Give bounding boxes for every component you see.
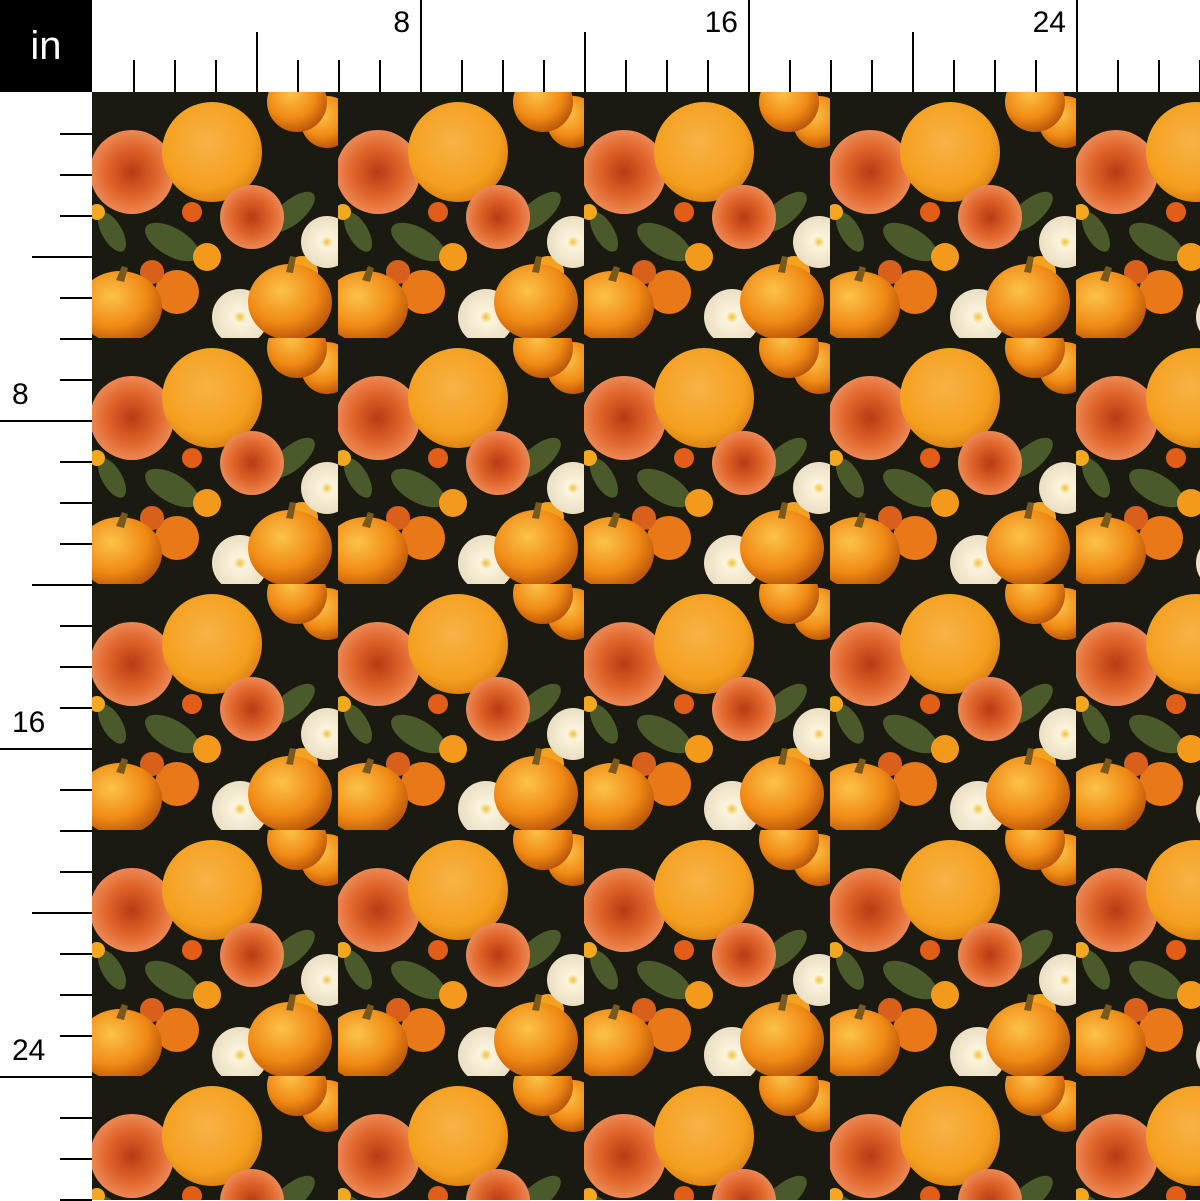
ruler-tick bbox=[994, 60, 996, 92]
ruler-tick bbox=[379, 60, 381, 92]
left-ruler-label: 24 bbox=[12, 1034, 46, 1067]
left-ruler-label: 16 bbox=[12, 706, 46, 739]
ruler-tick bbox=[707, 60, 709, 92]
ruler-tick bbox=[60, 543, 92, 545]
ruler-tick bbox=[502, 60, 504, 92]
ruler-tick bbox=[338, 60, 340, 92]
left-ruler-label: 8 bbox=[12, 378, 29, 411]
ruler-tick bbox=[543, 60, 545, 92]
ruler-tick bbox=[32, 584, 92, 586]
top-ruler-label: 16 bbox=[704, 6, 738, 39]
fabric-pattern bbox=[92, 92, 1200, 1200]
ruler-tick bbox=[60, 830, 92, 832]
ruler-tick bbox=[60, 994, 92, 996]
ruler-tick bbox=[60, 789, 92, 791]
ruler-tick bbox=[60, 379, 92, 381]
ruler-tick bbox=[625, 60, 627, 92]
ruler-tick bbox=[461, 60, 463, 92]
ruler-tick bbox=[215, 60, 217, 92]
ruler-tick bbox=[953, 60, 955, 92]
ruler-tick bbox=[0, 748, 92, 750]
ruler-tick bbox=[666, 60, 668, 92]
ruler-tick bbox=[60, 1117, 92, 1119]
ruler-tick bbox=[748, 0, 750, 92]
ruler-tick bbox=[584, 32, 586, 92]
ruler-tick bbox=[60, 338, 92, 340]
ruler-tick bbox=[1035, 60, 1037, 92]
ruler-tick bbox=[789, 60, 791, 92]
left-ruler: 8 16 24 bbox=[0, 92, 92, 1201]
ruler-tick bbox=[174, 60, 176, 92]
ruler-tick bbox=[1158, 60, 1160, 92]
ruler-tick bbox=[0, 420, 92, 422]
ruler-tick bbox=[60, 133, 92, 135]
unit-label: in bbox=[0, 0, 92, 92]
top-ruler: 8 16 24 bbox=[92, 0, 1200, 92]
ruler-tick bbox=[32, 256, 92, 258]
ruler-tick bbox=[60, 502, 92, 504]
ruler-tick bbox=[1076, 0, 1078, 92]
ruler-tick bbox=[60, 174, 92, 176]
ruler-tick bbox=[60, 625, 92, 627]
top-ruler-label: 24 bbox=[1032, 6, 1066, 39]
ruler-tick bbox=[256, 32, 258, 92]
ruler-tick bbox=[830, 60, 832, 92]
ruler-tick bbox=[60, 953, 92, 955]
ruler-tick bbox=[871, 60, 873, 92]
ruler-tick bbox=[912, 32, 914, 92]
ruler-tick bbox=[133, 60, 135, 92]
ruler-tick bbox=[60, 461, 92, 463]
ruler-tick bbox=[297, 60, 299, 92]
top-ruler-label: 8 bbox=[393, 6, 410, 39]
ruler-tick bbox=[60, 297, 92, 299]
ruler-tick bbox=[32, 912, 92, 914]
ruler-tick bbox=[60, 1035, 92, 1037]
ruler-tick bbox=[420, 0, 422, 92]
ruler-tick bbox=[60, 215, 92, 217]
ruler-tick bbox=[0, 1076, 92, 1078]
ruler-tick bbox=[60, 1158, 92, 1160]
ruler-tick bbox=[60, 871, 92, 873]
ruler-tick bbox=[1117, 60, 1119, 92]
ruler-tick bbox=[60, 666, 92, 668]
ruler-tick bbox=[60, 707, 92, 709]
